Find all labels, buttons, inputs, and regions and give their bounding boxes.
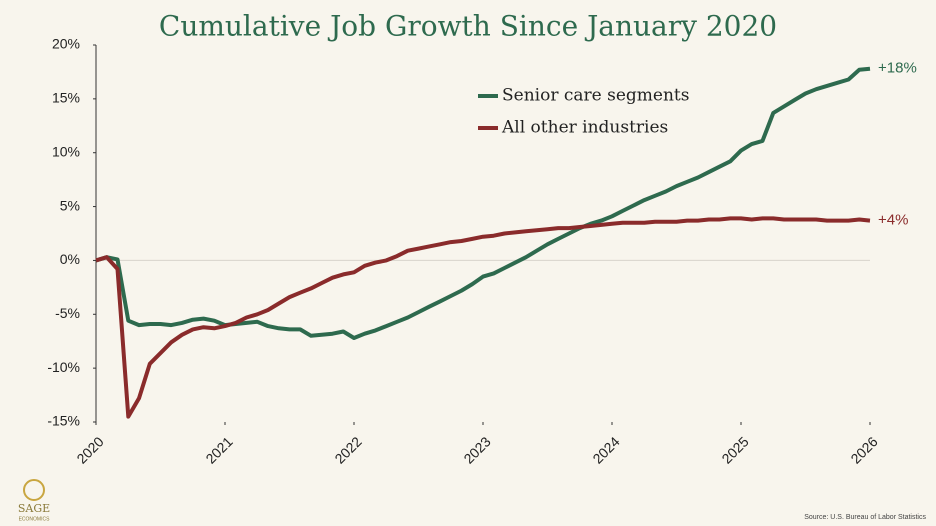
x-tick-label: 2023 xyxy=(460,433,493,466)
y-tick-label: 0% xyxy=(60,251,80,267)
series-line xyxy=(95,66,871,340)
end-label: +4% xyxy=(878,212,908,229)
x-tick-label: 2025 xyxy=(718,433,751,466)
y-tick-label: -15% xyxy=(47,413,80,429)
legend-label: Senior care segments xyxy=(502,86,689,106)
x-tick-label: 2026 xyxy=(847,433,880,466)
y-tick-label: 20% xyxy=(52,36,80,52)
source-note: Source: U.S. Bureau of Labor Statistics xyxy=(804,514,926,521)
series-line xyxy=(95,216,871,419)
x-tick-label: 2022 xyxy=(331,433,364,466)
logo: SAGE ECONOMICS xyxy=(18,479,51,522)
logo-tagline: ECONOMICS xyxy=(19,516,51,522)
chart-title: Cumulative Job Growth Since January 2020 xyxy=(159,10,777,43)
y-tick-label: 5% xyxy=(60,197,80,213)
y-tick-label: 15% xyxy=(52,90,80,106)
x-tick-label: 2024 xyxy=(589,433,622,466)
y-tick-label: -5% xyxy=(55,305,80,321)
x-tick-label: 2020 xyxy=(73,433,106,466)
logo-mark xyxy=(23,479,45,501)
y-tick-label: 10% xyxy=(52,143,80,159)
legend-label: All other industries xyxy=(501,118,668,138)
x-tick-label: 2021 xyxy=(202,433,235,466)
end-label: +18% xyxy=(878,60,917,77)
logo-name: SAGE xyxy=(18,502,50,515)
y-tick-label: -10% xyxy=(47,359,80,375)
